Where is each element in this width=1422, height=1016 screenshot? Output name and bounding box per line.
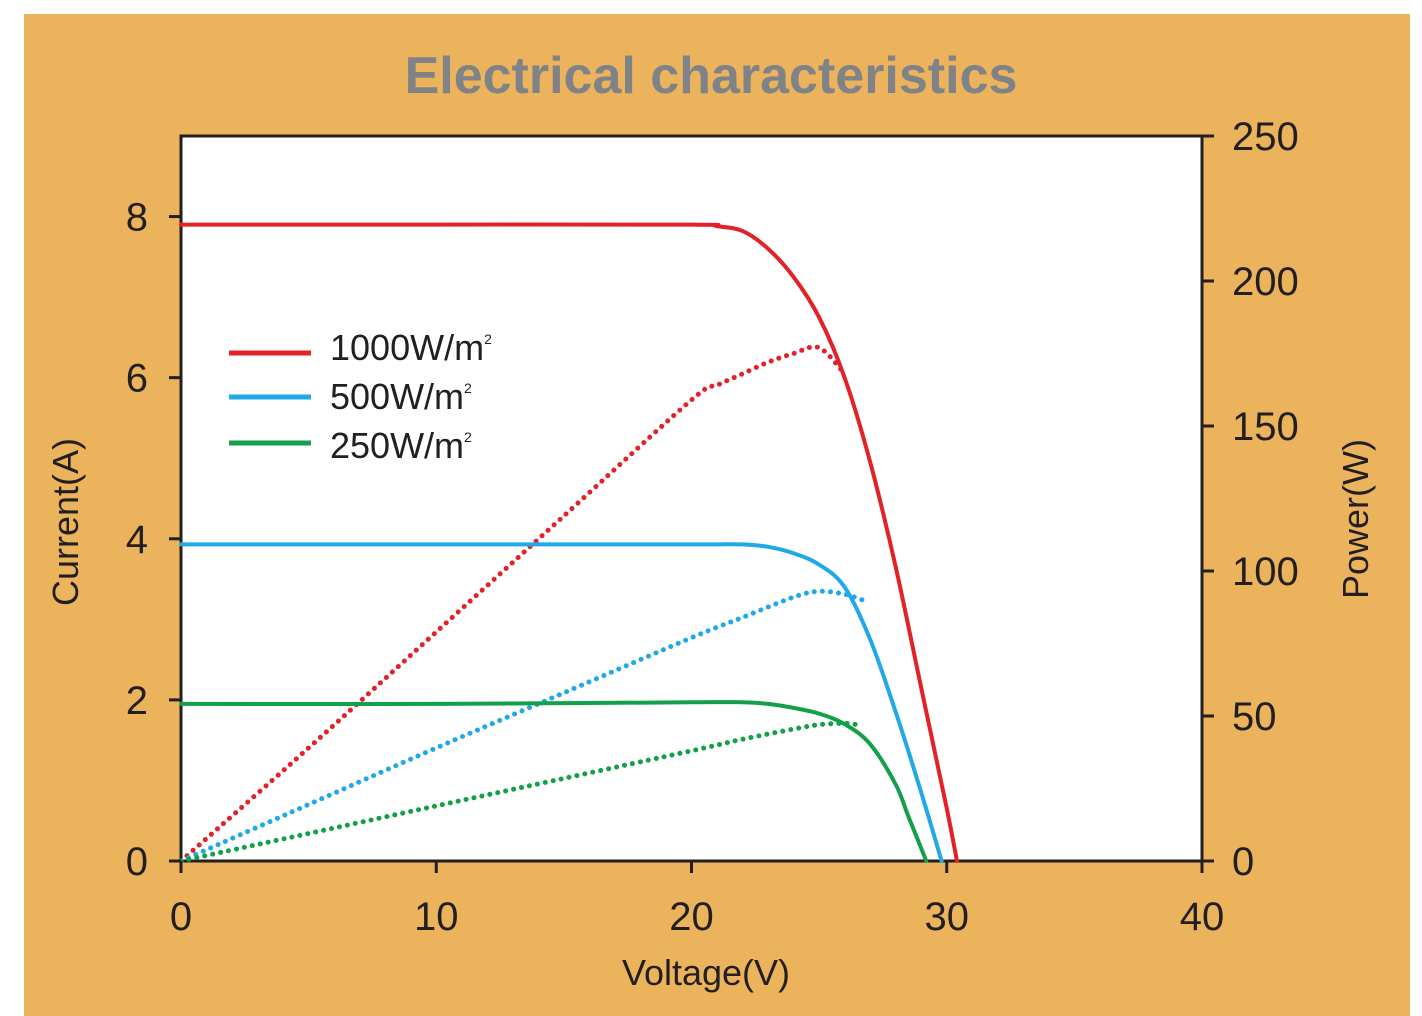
series-power-1000-line bbox=[178, 344, 848, 864]
series-current-1000-line bbox=[179, 222, 959, 863]
y2-tick-label: 50 bbox=[1232, 695, 1277, 739]
legend-label-500: 500W/m2 bbox=[330, 376, 472, 417]
legend: 1000W/m2 500W/m2 250W/m2 bbox=[229, 327, 492, 466]
series-current-500-line bbox=[179, 542, 944, 863]
series-layer bbox=[178, 222, 959, 864]
legend-label-250: 250W/m2 bbox=[330, 425, 472, 466]
x-tick-label: 0 bbox=[170, 895, 192, 939]
series-current-250-line bbox=[179, 700, 929, 863]
y2-tick-label: 100 bbox=[1232, 550, 1299, 594]
y2-tick-label: 150 bbox=[1232, 405, 1299, 449]
y-axis-label: Current(A) bbox=[45, 438, 86, 606]
y-tick-label: 0 bbox=[126, 840, 148, 884]
y2-axis-label: Power(W) bbox=[1335, 439, 1376, 599]
y-tick-label: 4 bbox=[126, 518, 148, 562]
y2-tick-label: 200 bbox=[1232, 260, 1299, 304]
legend-label-1000: 1000W/m2 bbox=[330, 327, 492, 368]
y2-tick-label: 250 bbox=[1232, 115, 1299, 159]
x-axis-label: Voltage(V) bbox=[622, 952, 790, 993]
y-tick-label: 6 bbox=[126, 357, 148, 401]
plot-frame bbox=[179, 134, 1204, 863]
y-tick-label: 8 bbox=[126, 196, 148, 240]
series-power-500-line bbox=[178, 588, 865, 864]
x-tick-label: 40 bbox=[1180, 895, 1225, 939]
x-tick-label: 20 bbox=[669, 895, 714, 939]
chart-title: Electrical characteristics bbox=[404, 47, 1018, 105]
y2-tick-label: 0 bbox=[1232, 840, 1254, 884]
y-tick-label: 2 bbox=[126, 679, 148, 723]
series-power-250-line bbox=[178, 720, 860, 864]
x-tick-label: 10 bbox=[414, 895, 459, 939]
x-tick-label: 30 bbox=[925, 895, 970, 939]
